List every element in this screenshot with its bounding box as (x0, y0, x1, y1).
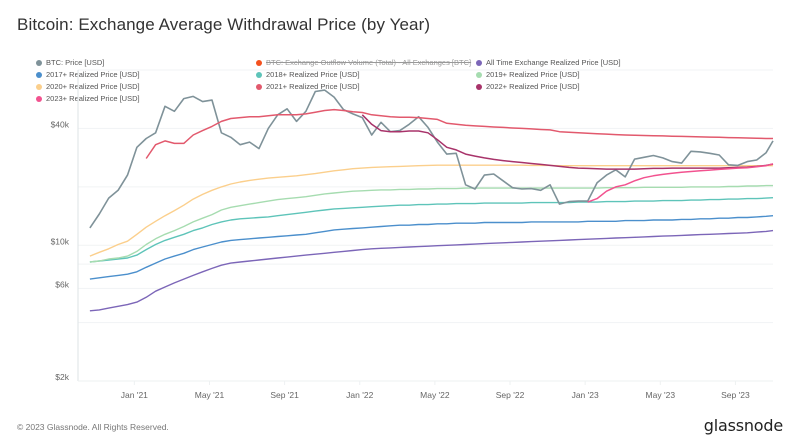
series-line-2018-realized-price-usd (89, 197, 774, 263)
legend-item-2017-realized-price[interactable]: 2017+ Realized Price [USD] (36, 70, 140, 79)
x-tick-label: Jan '22 (346, 390, 373, 400)
series-lines (89, 89, 774, 312)
x-tick-label: May '21 (195, 390, 225, 400)
series-line-2017-realized-price-usd (89, 215, 774, 280)
legend-label: 2017+ Realized Price [USD] (46, 70, 140, 79)
legend-label: 2021+ Realized Price [USD] (266, 82, 360, 91)
legend-item-2021-realized-price[interactable]: 2021+ Realized Price [USD] (256, 82, 360, 91)
y-tick-label: $6k (55, 279, 69, 289)
legend-dot-icon (476, 59, 482, 66)
x-tick-label: Jan '23 (572, 390, 599, 400)
series-line-btc-price-usd (89, 89, 774, 229)
x-tick-label: Jan '21 (121, 390, 148, 400)
grid-lines (78, 69, 773, 382)
glassnode-logo: glassnode (703, 416, 783, 435)
legend-dot-icon (476, 71, 482, 78)
legend-dot-icon (36, 59, 42, 66)
legend-item-2023-realized-price[interactable]: 2023+ Realized Price [USD] (36, 94, 140, 103)
legend-item-btc-price[interactable]: BTC: Price [USD] (36, 58, 104, 67)
legend-dot-icon (256, 83, 262, 90)
series-line-2021-realized-price-usd (145, 108, 773, 159)
legend-dot-icon (36, 71, 42, 78)
legend-label: All Time Exchange Realized Price [USD] (486, 58, 621, 67)
y-tick-label: $2k (55, 372, 69, 382)
legend-label: BTC: Exchange Outflow Volume (Total) - A… (266, 58, 472, 67)
legend-label: BTC: Price [USD] (46, 58, 105, 67)
legend-label: 2020+ Realized Price [USD] (46, 82, 140, 91)
legend-label: 2022+ Realized Price [USD] (486, 82, 580, 91)
y-tick-label: $40k (51, 119, 70, 129)
legend-item-2020-realized-price[interactable]: 2020+ Realized Price [USD] (36, 82, 140, 91)
copyright-footer: © 2023 Glassnode. All Rights Reserved. (17, 422, 169, 432)
legend-item-2019-realized-price[interactable]: 2019+ Realized Price [USD] (476, 70, 580, 79)
legend-label: 2018+ Realized Price [USD] (266, 70, 360, 79)
series-line-2019-realized-price-usd (89, 184, 773, 263)
x-tick-label: Sep '23 (721, 390, 750, 400)
legend-dot-icon (36, 83, 42, 90)
legend-dot-icon (476, 83, 482, 90)
x-tick-label: May '22 (420, 390, 450, 400)
chart-title: Bitcoin: Exchange Average Withdrawal Pri… (17, 15, 431, 34)
legend-dot-icon (256, 71, 262, 78)
legend-dot-icon (256, 59, 262, 66)
legend-item-2018-realized-price[interactable]: 2018+ Realized Price [USD] (256, 70, 360, 79)
series-line-2022-realized-price-usd (361, 114, 774, 170)
x-tick-label: May '23 (646, 390, 676, 400)
legend-item-all-time-realized-price[interactable]: All Time Exchange Realized Price [USD] (476, 58, 621, 67)
y-tick-label: $10k (51, 236, 70, 246)
series-line-2020-realized-price-usd (89, 164, 773, 257)
legend-item-exchange-outflow-volume[interactable]: BTC: Exchange Outflow Volume (Total) - A… (256, 58, 471, 67)
legend-item-2022-realized-price[interactable]: 2022+ Realized Price [USD] (476, 82, 580, 91)
x-axis-ticks: Jan '21 May '21 Sep '21 Jan '22 May '22 Sep '… (121, 381, 750, 400)
y-axis-ticks: $2k $6k $10k $40k (51, 119, 70, 382)
legend-label: 2023+ Realized Price [USD] (46, 94, 140, 103)
series-line-all-time-exchange-realized-price-usd (89, 229, 774, 312)
x-tick-label: Sep '22 (496, 390, 525, 400)
x-tick-label: Sep '21 (270, 390, 299, 400)
legend-dot-icon (36, 95, 42, 102)
series-line-2023-realized-price-usd (587, 163, 774, 203)
legend-label: 2019+ Realized Price [USD] (486, 70, 580, 79)
